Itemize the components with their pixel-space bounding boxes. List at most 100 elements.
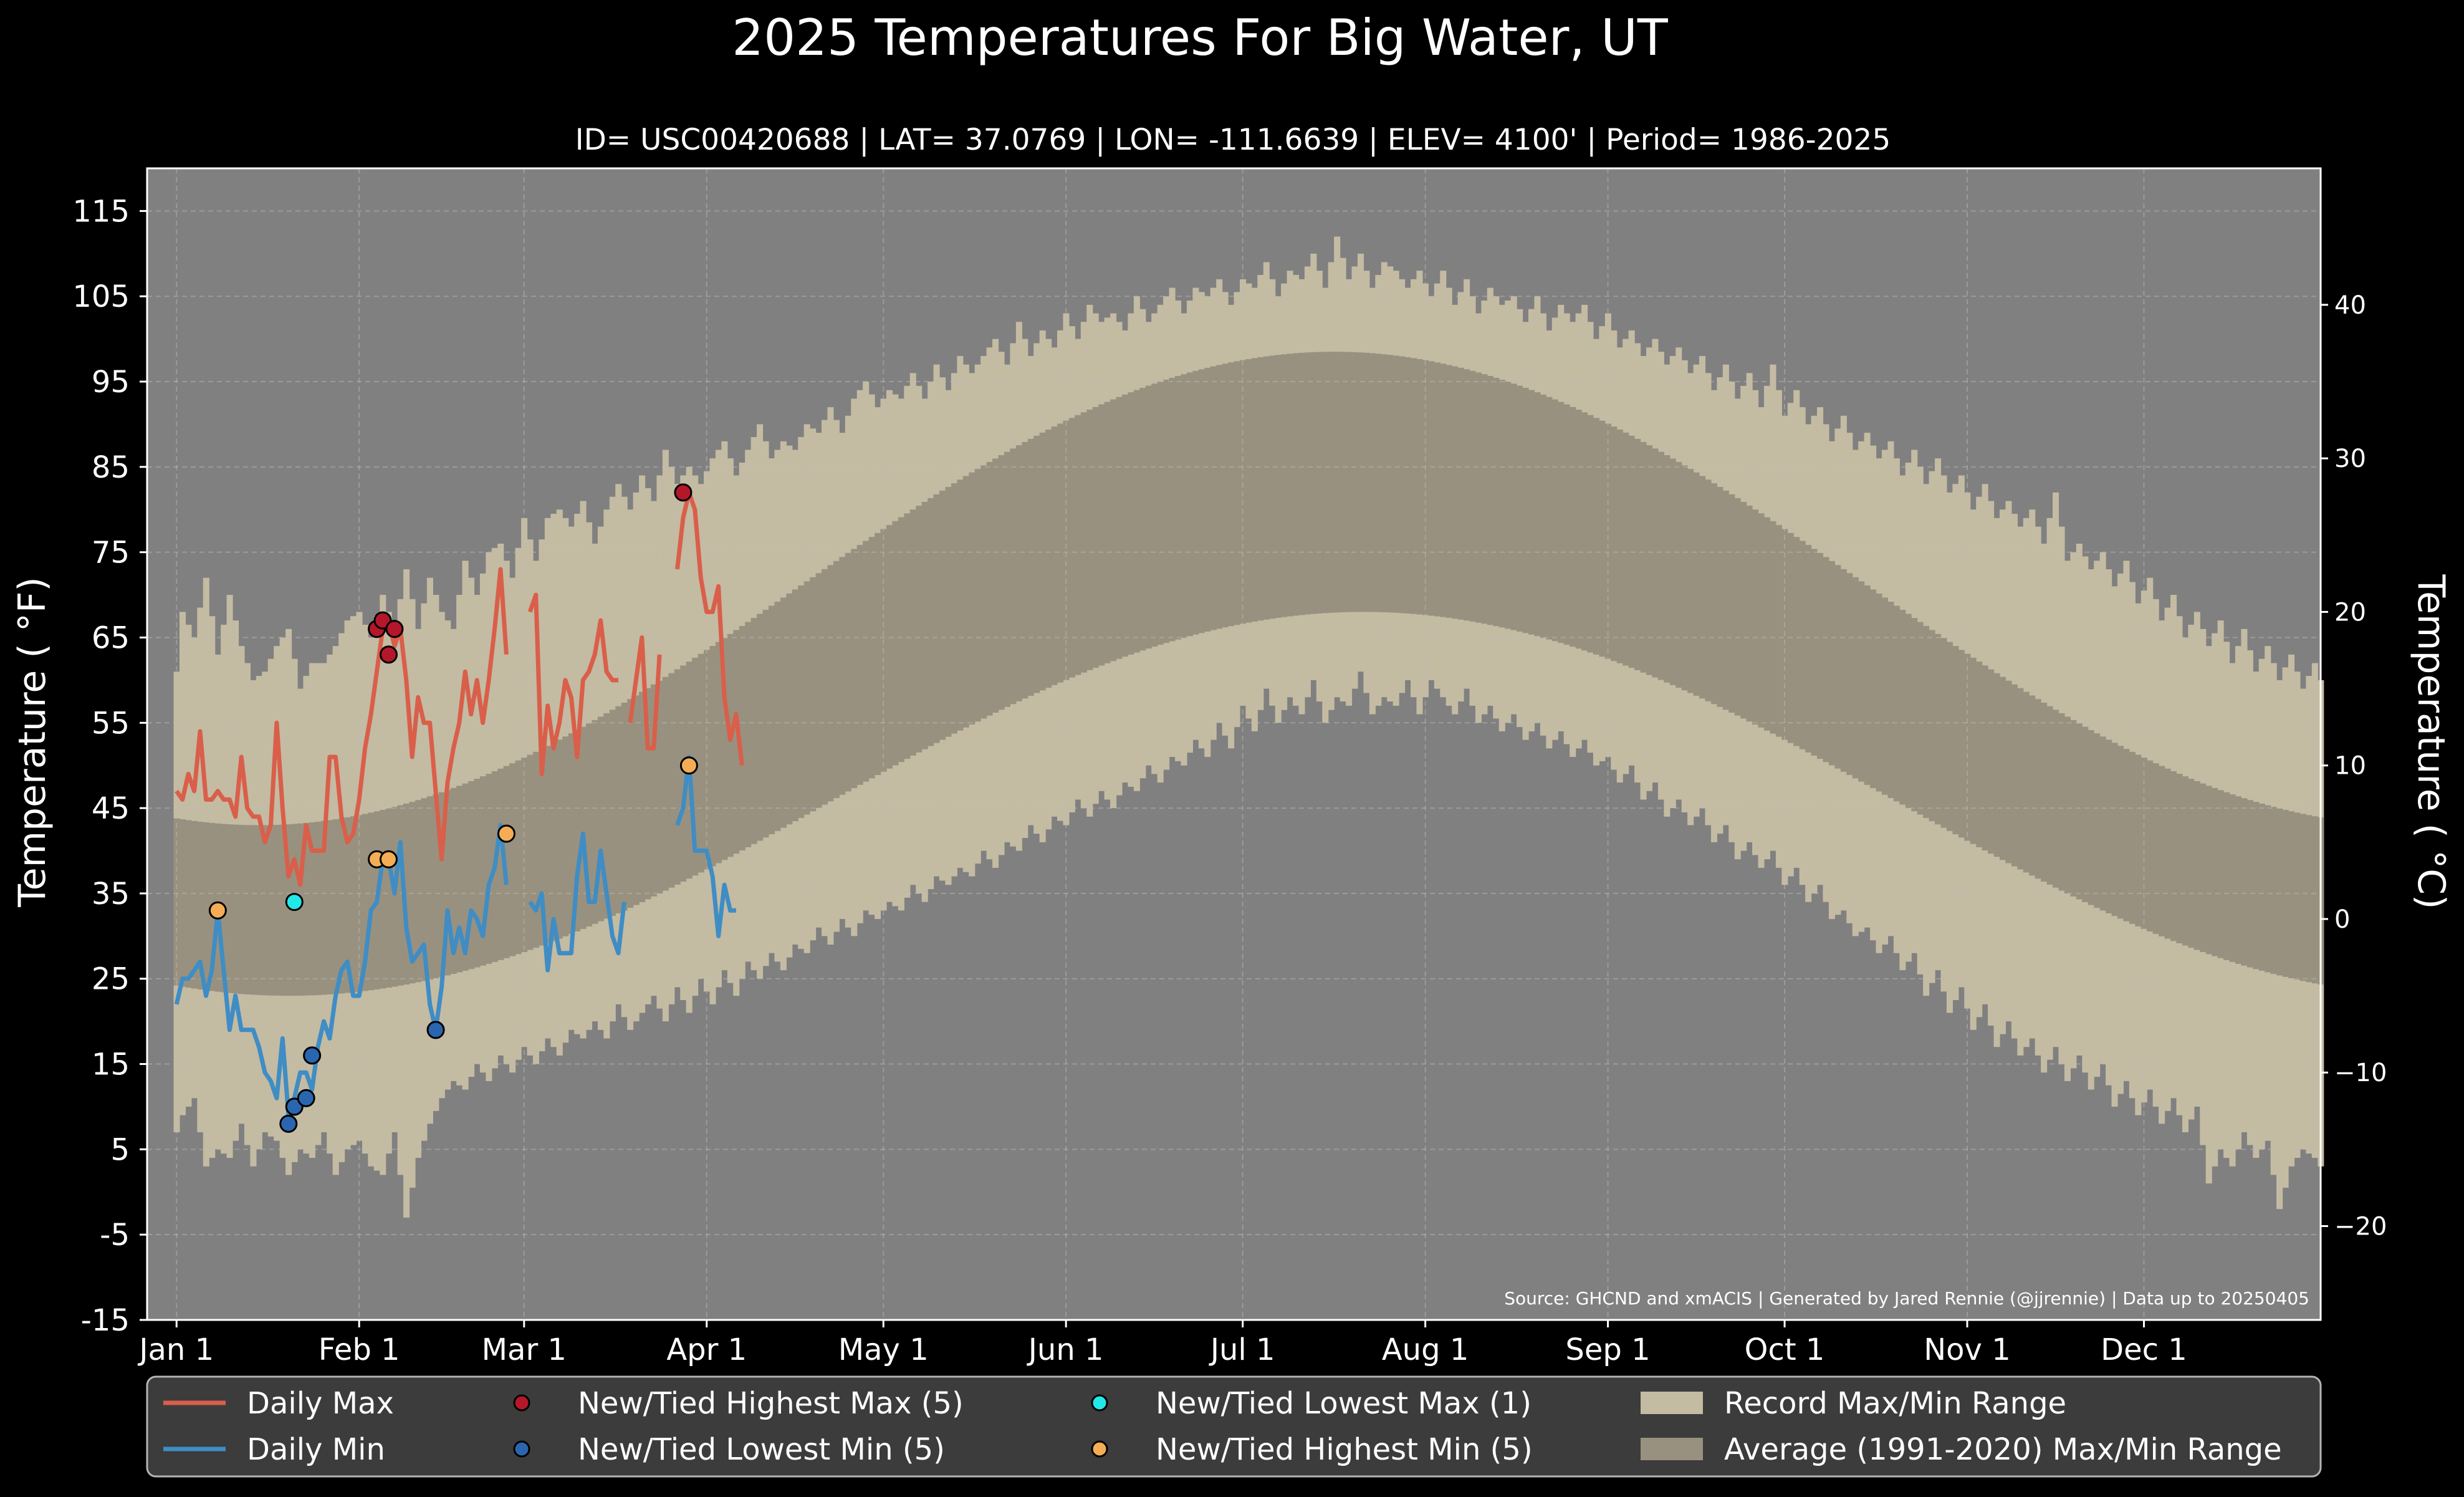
- y2-tick-label: 10: [2334, 752, 2366, 781]
- normal-range-bar: [362, 814, 368, 991]
- normal-range-bar: [1151, 383, 1158, 647]
- normal-range-bar: [438, 792, 445, 977]
- normal-range-bar: [1728, 494, 1735, 713]
- normal-range-bar: [1510, 383, 1517, 630]
- normal-range-bar: [1634, 438, 1641, 670]
- normal-range-bar: [2193, 781, 2200, 950]
- normal-range-bar: [1381, 354, 1388, 612]
- normal-range-bar: [397, 805, 404, 986]
- normal-range-bar: [1575, 409, 1582, 649]
- normal-range-bar: [1587, 415, 1594, 653]
- normal-range-bar: [2182, 776, 2188, 946]
- normal-range-bar: [851, 549, 858, 789]
- normal-range-bar: [497, 768, 504, 960]
- marker-new-low-max: [285, 893, 304, 912]
- legend-swatch-marker: [513, 1440, 530, 1458]
- normal-range-bar: [1239, 360, 1246, 624]
- normal-range-bar: [1823, 557, 1829, 763]
- normal-range-bar: [1763, 517, 1771, 731]
- marker-new-low-min: [426, 1021, 445, 1039]
- normal-range-bar: [1287, 354, 1293, 617]
- legend-box: [146, 1375, 2322, 1478]
- legend-swatch-marker: [513, 1394, 530, 1412]
- normal-range-bar: [1098, 404, 1105, 666]
- normal-range-bar: [1292, 353, 1300, 616]
- normal-range-bar: [2152, 763, 2159, 934]
- normal-range-bar: [1558, 402, 1565, 643]
- marker-new-high-max: [379, 645, 398, 664]
- normal-range-bar: [1982, 665, 1988, 851]
- normal-range-bar: [1469, 370, 1476, 622]
- normal-range-bar: [1551, 399, 1558, 642]
- normal-range-bar: [1340, 352, 1346, 612]
- normal-range-bar: [2164, 768, 2171, 939]
- normal-range-bar: [909, 509, 916, 756]
- normal-range-bar: [1517, 385, 1523, 632]
- normal-range-bar: [1628, 435, 1635, 668]
- normal-range-bar: [986, 461, 993, 716]
- normal-range-bar: [2011, 684, 2018, 867]
- normal-range-bar: [1475, 372, 1482, 623]
- marker-new-high-max: [385, 620, 404, 638]
- normal-range-bar: [733, 630, 740, 854]
- normal-range-bar: [2306, 815, 2313, 983]
- x-axis: Jan 1 Feb 1 Mar 1 Apr 1 May 1 Jun 1 Jul 1 Aug 1…: [137, 1320, 2187, 1367]
- normal-range-bar: [1434, 362, 1441, 617]
- normal-range-bar: [1104, 402, 1111, 663]
- normal-range-bar: [1940, 638, 1947, 828]
- normal-range-bar: [1570, 407, 1576, 647]
- normal-range-bar: [1811, 549, 1818, 756]
- normal-range-bar: [1952, 646, 1959, 835]
- normal-range-bar: [980, 465, 987, 719]
- normal-range-bar: [1846, 573, 1853, 776]
- normal-range-bar: [875, 532, 881, 776]
- normal-range-bar: [2041, 703, 2048, 882]
- normal-range-bar: [868, 537, 875, 779]
- normal-range-bar: [574, 729, 581, 931]
- normal-range-bars: [173, 352, 2324, 996]
- normal-range-bar: [1664, 455, 1671, 683]
- y-tick-label: 75: [92, 536, 130, 570]
- normal-range-bar: [562, 736, 569, 936]
- normal-range-bar: [580, 726, 587, 929]
- x-tick-label: Jan 1: [137, 1332, 214, 1367]
- normal-range-bar: [185, 820, 192, 988]
- normal-range-bar: [1870, 589, 1877, 789]
- normal-range-bar: [2235, 796, 2242, 964]
- normal-range-bar: [2258, 803, 2265, 971]
- normal-range-bar: [1528, 390, 1535, 635]
- normal-range-bar: [786, 593, 793, 825]
- normal-range-bar: [1139, 388, 1146, 651]
- normal-range-bar: [2070, 720, 2077, 897]
- normal-range-bar: [798, 585, 805, 818]
- y2-axis-label: Temperature ( °C): [2409, 574, 2453, 910]
- normal-range-bar: [521, 758, 528, 952]
- normal-range-bar: [1840, 569, 1847, 772]
- x-tick-label: Oct 1: [1745, 1332, 1825, 1367]
- normal-range-bar: [556, 739, 563, 939]
- normal-range-bar: [1163, 379, 1170, 643]
- normal-range-bar: [886, 525, 893, 769]
- normal-range-bar: [2088, 729, 2094, 905]
- normal-range-bar: [704, 650, 711, 870]
- normal-range-bar: [2076, 723, 2083, 900]
- normal-range-bar: [1988, 669, 1995, 854]
- normal-range-bar: [1316, 352, 1323, 614]
- normal-range-bar: [2123, 749, 2130, 922]
- normal-range-bar: [2129, 751, 2136, 924]
- normal-range-bar: [1245, 359, 1252, 623]
- normal-range-bar: [344, 817, 351, 993]
- normal-range-bar: [2064, 716, 2071, 894]
- x-tick-label: May 1: [838, 1332, 929, 1367]
- normal-range-bar: [380, 809, 386, 989]
- normal-range-bar: [1027, 438, 1034, 696]
- normal-range-bar: [639, 691, 646, 902]
- normal-range-bar: [2094, 733, 2101, 908]
- normal-range-bar: [839, 557, 846, 795]
- normal-range-bar: [2111, 743, 2118, 917]
- normal-range-bar: [1498, 379, 1505, 628]
- normal-range-bar: [503, 766, 510, 958]
- normal-range-bar: [745, 622, 752, 847]
- normal-range-bar: [1145, 385, 1152, 649]
- normal-range-bar: [792, 589, 798, 822]
